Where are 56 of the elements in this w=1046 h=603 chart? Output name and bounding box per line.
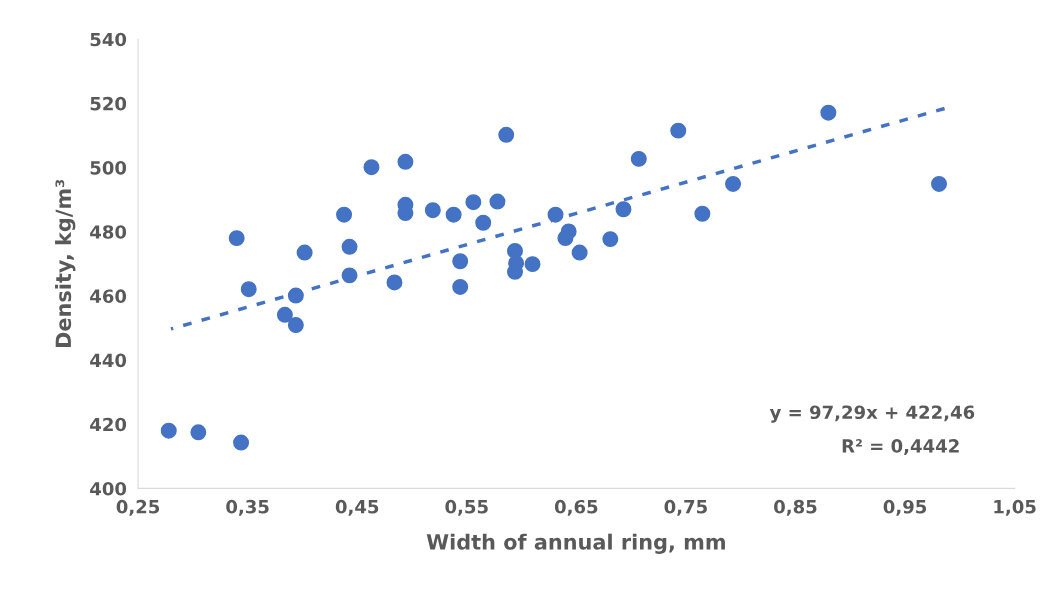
x-tick-label: 0,35 [226, 499, 269, 516]
x-tick-label: 0,85 [774, 499, 817, 516]
point [670, 122, 687, 139]
point [160, 422, 177, 439]
point [571, 244, 588, 261]
point [336, 206, 353, 223]
x-tick-label: 0,45 [335, 499, 379, 516]
point [240, 281, 257, 298]
x-tick-label: 0,55 [445, 499, 488, 516]
point [341, 267, 358, 284]
point [452, 278, 469, 295]
point [602, 231, 619, 248]
point [386, 274, 403, 291]
point [524, 256, 541, 273]
point [287, 317, 304, 334]
point [931, 175, 947, 192]
x-tick-label: 1,05 [994, 499, 1036, 516]
y-tick-label: 500 [90, 161, 127, 175]
point [630, 150, 647, 167]
y-tick-label: 540 [90, 32, 127, 47]
annotation: R² = 0,4442 [842, 439, 959, 456]
point [397, 153, 414, 170]
x-tick-label: 0,95 [883, 499, 927, 516]
point [445, 206, 462, 223]
point [233, 434, 250, 451]
point [557, 230, 574, 247]
point [452, 253, 469, 270]
x-tick-label: 0,65 [554, 499, 598, 516]
y-tick-label: 520 [90, 96, 127, 111]
y-tick-label: 420 [90, 417, 127, 432]
point [296, 244, 313, 261]
point [694, 205, 711, 222]
point [341, 238, 358, 255]
y-tick-label: 460 [90, 289, 127, 304]
x-axis-title: Width of annual ring, mm [426, 533, 725, 555]
point [424, 202, 441, 219]
point [725, 175, 742, 192]
point [465, 194, 482, 211]
point [190, 424, 207, 441]
point [276, 306, 293, 323]
point [489, 193, 506, 210]
point [363, 159, 380, 176]
point [820, 104, 837, 121]
x-tick-label: 0,25 [116, 499, 160, 516]
point [547, 206, 564, 223]
y-tick-label: 400 [90, 481, 127, 496]
point [615, 201, 632, 218]
y-tick-label: 440 [90, 353, 127, 368]
annotation: y = 97,29x + 422,46 [769, 405, 975, 423]
y-tick-label: 480 [90, 225, 127, 239]
x-tick-label: 0,75 [664, 499, 707, 516]
point [287, 287, 304, 304]
point [228, 230, 245, 247]
point [475, 214, 492, 231]
y-axis-title: Density, kg/m³ [55, 179, 76, 347]
point [498, 126, 515, 143]
